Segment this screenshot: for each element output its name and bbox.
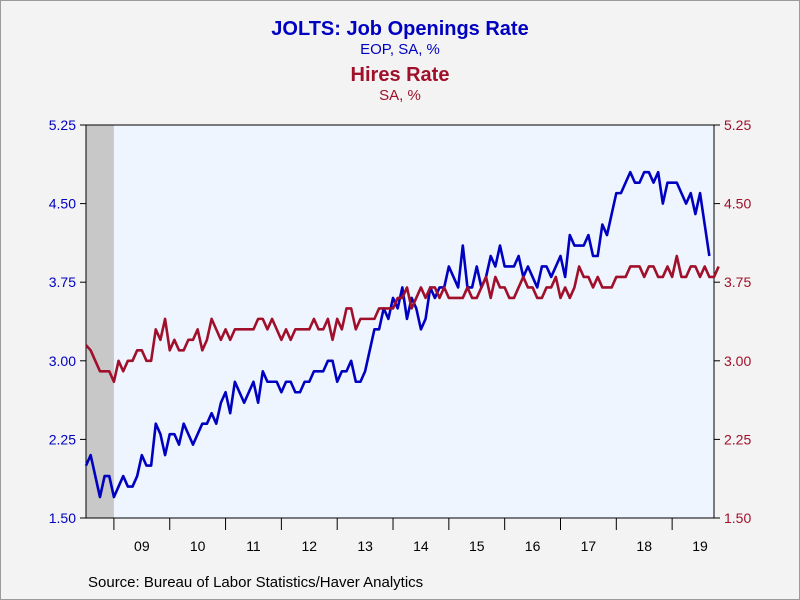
y-tick-label-right: 3.75 <box>724 274 751 290</box>
x-tick-label: 16 <box>525 538 541 554</box>
chart-subtitle: EOP, SA, % <box>360 41 440 58</box>
y-tick-label-right: 1.50 <box>724 510 751 526</box>
x-tick-label: 13 <box>357 538 373 554</box>
x-tick-label: 19 <box>692 538 708 554</box>
x-tick-label: 18 <box>636 538 652 554</box>
x-tick-label: 11 <box>246 538 261 554</box>
x-tick-label: 10 <box>190 538 206 554</box>
recession-shade <box>86 125 114 518</box>
series-hires-line <box>85 254 720 384</box>
plot-area <box>86 125 714 518</box>
y-tick-label-left: 5.25 <box>49 117 76 133</box>
y-tick-label-right: 5.25 <box>724 117 751 133</box>
y-tick-label-left: 2.25 <box>49 431 76 447</box>
source-note: Source: Bureau of Labor Statistics/Haver… <box>88 574 424 591</box>
series-job-openings-line <box>84 170 711 499</box>
y-tick-label-right: 4.50 <box>724 196 751 212</box>
y-tick-label-right: 2.25 <box>724 431 751 447</box>
y-tick-label-left: 4.50 <box>49 196 76 212</box>
x-tick-label: 17 <box>581 538 597 554</box>
y-tick-label-left: 3.00 <box>49 353 76 369</box>
x-tick-label: 09 <box>134 538 150 554</box>
y-tick-label-left: 3.75 <box>49 274 76 290</box>
x-tick-label: 14 <box>413 538 429 554</box>
chart-title: JOLTS: Job Openings Rate <box>271 18 529 40</box>
y-tick-label-right: 3.00 <box>724 353 751 369</box>
chart-title-2: Hires Rate <box>350 64 450 86</box>
y-tick-label-left: 1.50 <box>49 510 76 526</box>
plot-border <box>85 124 715 519</box>
chart-subtitle-2: SA, % <box>379 87 421 104</box>
x-tick-label: 12 <box>301 538 317 554</box>
x-tick-label: 15 <box>469 538 485 554</box>
